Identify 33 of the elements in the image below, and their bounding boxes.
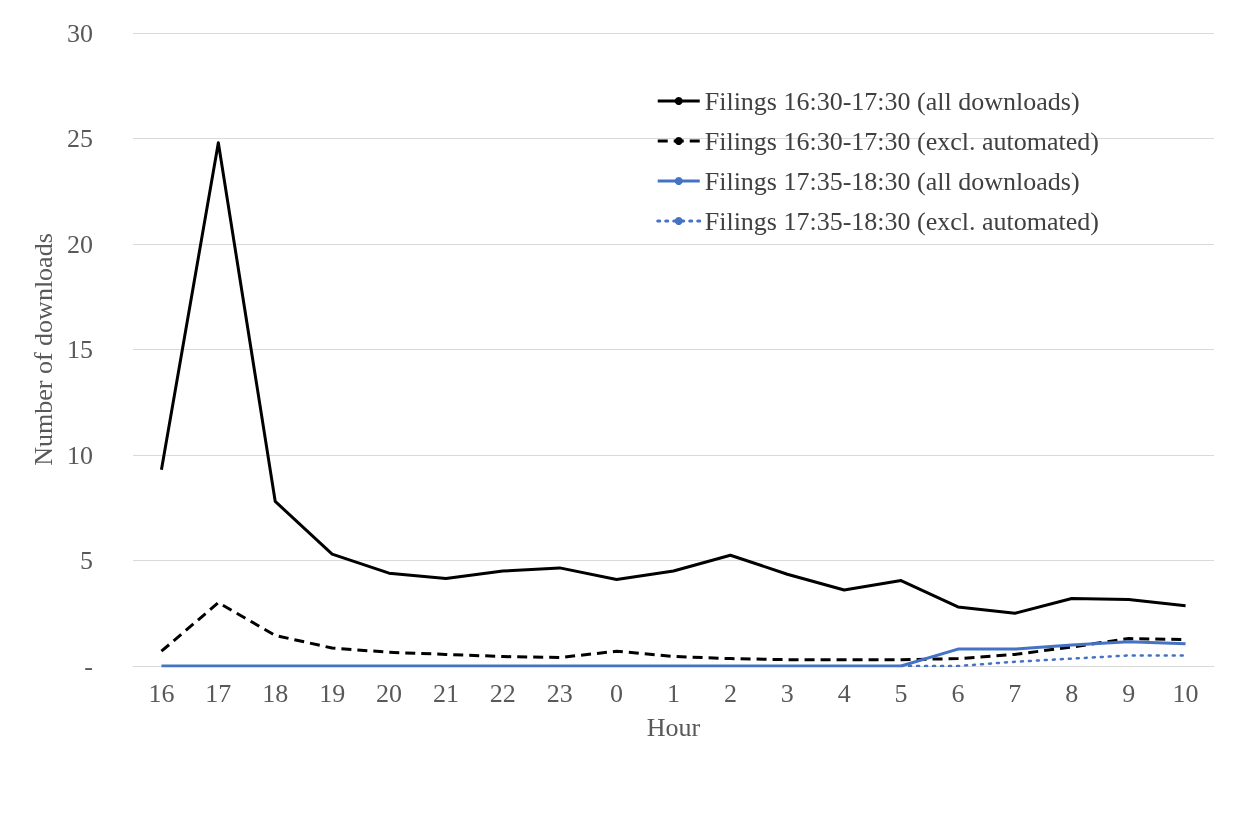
x-tick-label: 23 [546,678,573,708]
y-tick-label: 30 [67,18,93,48]
x-tick-label: 17 [205,678,232,708]
y-tick-label: 15 [67,335,93,364]
x-tick-label: 19 [319,678,346,708]
line-series [159,640,1188,668]
x-tick-label: 7 [1008,678,1022,708]
y-tick-label: 10 [67,440,93,470]
x-tick-label: 9 [1122,678,1136,708]
x-tick-label: 16 [148,678,175,708]
x-tick-label: 4 [837,678,851,708]
legend-label: Filings 16:30-17:30 (all downloads) [704,86,1080,116]
y-tick-label: 5 [80,546,93,575]
x-tick-label: 22 [489,678,516,708]
x-tick-label: 21 [432,678,459,708]
y-axis-title: Number of downloads [28,233,58,466]
x-tick-label: 5 [894,678,908,708]
x-tick-label: 10 [1172,678,1199,708]
x-tick-label: 2 [723,678,737,708]
y-tick-label: 25 [67,124,93,153]
y-tick-label: 20 [67,229,93,259]
x-tick-label: 3 [780,678,794,708]
x-tick-label: 6 [951,678,965,708]
x-axis-title: Hour [646,712,701,742]
legend-label: Filings 17:35-18:30 (excl. automated) [704,206,1099,236]
legend-label: Filings 17:35-18:30 (all downloads) [704,166,1080,196]
y-tick-label: - [84,651,93,681]
x-tick-label: 1 [667,678,680,708]
x-tick-label: 8 [1065,678,1079,708]
x-tick-label: 0 [610,678,624,708]
x-tick-label: 18 [262,678,289,708]
x-tick-label: 20 [376,678,403,708]
legend-label: Filings 16:30-17:30 (excl. automated) [704,126,1099,156]
